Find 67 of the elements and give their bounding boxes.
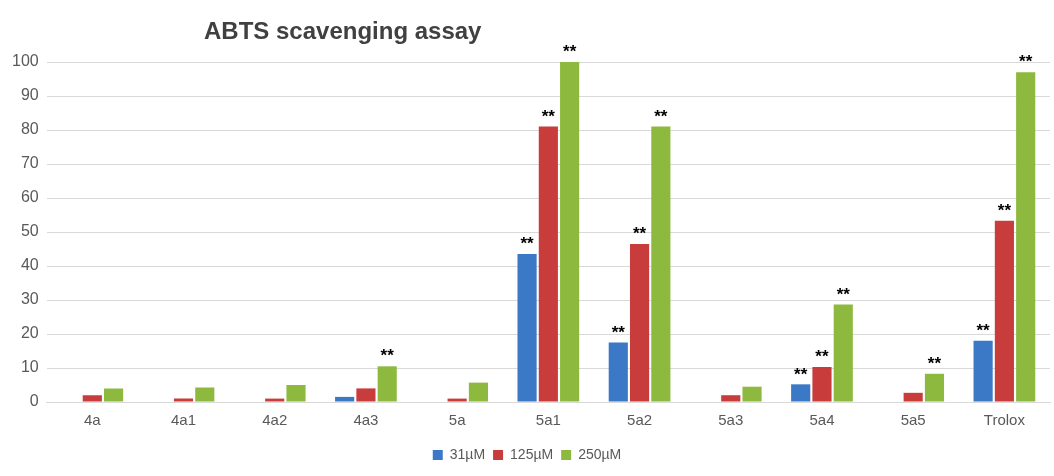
bar	[812, 366, 832, 402]
data-label: **	[997, 200, 1012, 220]
bar	[377, 366, 397, 402]
x-tick-label: 5a	[448, 411, 467, 429]
bar	[560, 62, 580, 402]
x-tick-label: 5a2	[627, 411, 653, 429]
bar	[791, 384, 811, 402]
bar	[742, 386, 762, 402]
y-tick-label: 70	[20, 154, 39, 172]
legend-label: 125µM	[510, 445, 554, 462]
y-tick-label: 80	[20, 120, 39, 138]
data-label: **	[654, 106, 668, 126]
x-tick-label: 5a3	[718, 411, 744, 429]
bar	[833, 304, 853, 402]
data-label: **	[541, 106, 556, 126]
y-tick-label: 40	[20, 256, 39, 274]
bar	[82, 395, 102, 402]
y-tick-label: 100	[11, 52, 39, 70]
y-tick-label: 90	[20, 86, 39, 104]
bar	[195, 387, 215, 402]
chart-title: ABTS scavenging assay	[204, 16, 483, 44]
data-label: **	[836, 284, 851, 304]
y-tick-label: 0	[29, 392, 39, 410]
bar	[265, 398, 285, 402]
bar	[286, 385, 306, 402]
x-tick-label: 5a1	[535, 411, 561, 429]
y-tick-label: 50	[20, 222, 39, 240]
legend-label: 250µM	[578, 445, 622, 462]
bar	[903, 392, 923, 402]
y-tick-label: 10	[20, 358, 39, 376]
data-label: **	[520, 234, 535, 254]
data-label: **	[927, 353, 942, 373]
bar	[973, 340, 993, 402]
x-tick-label: 5a4	[809, 411, 835, 429]
bar	[517, 254, 537, 402]
y-tick-label: 60	[20, 188, 39, 206]
data-label: **	[976, 320, 991, 340]
bar	[1016, 72, 1036, 402]
data-label: **	[1019, 52, 1033, 72]
data-label: **	[794, 364, 808, 384]
x-tick-label: 4a	[83, 411, 102, 429]
bar	[651, 126, 671, 402]
bar	[608, 342, 628, 402]
bar	[629, 243, 650, 402]
data-label: **	[611, 322, 626, 342]
bar	[173, 398, 194, 402]
y-tick-label: 20	[20, 324, 39, 342]
x-tick-label: Trolox	[983, 411, 1026, 429]
x-tick-label: 4a2	[262, 411, 288, 429]
data-label: **	[563, 42, 577, 62]
data-label: **	[815, 347, 829, 367]
bar	[468, 382, 488, 402]
x-tick-label: 4a1	[170, 411, 197, 429]
x-tick-label: 5a5	[900, 411, 926, 429]
y-tick-label: 30	[20, 290, 39, 308]
bar	[721, 395, 741, 402]
bar	[447, 398, 467, 402]
x-tick-label: 4a3	[353, 411, 379, 429]
bar	[104, 388, 124, 402]
bar	[335, 396, 355, 402]
bar	[356, 388, 376, 402]
bar	[994, 220, 1014, 402]
legend-label: 31µM	[449, 445, 486, 462]
bar	[924, 373, 945, 402]
data-label: **	[632, 224, 647, 244]
data-label: **	[380, 346, 395, 366]
bar	[538, 126, 558, 402]
